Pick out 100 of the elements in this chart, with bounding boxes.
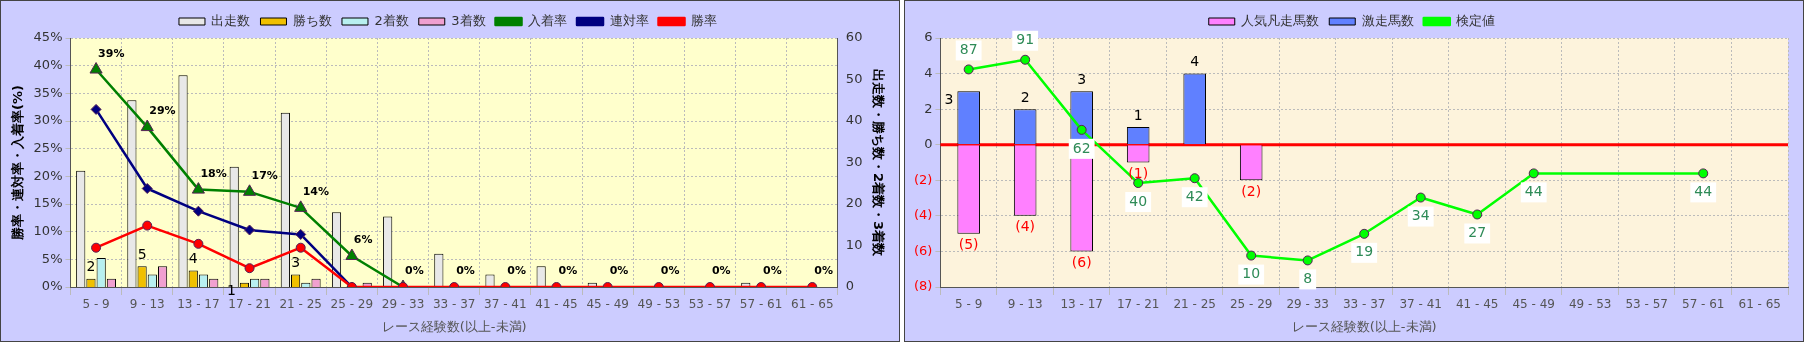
- data-label: 3: [944, 91, 954, 107]
- y-tick-label: 6: [924, 29, 933, 45]
- point: [1076, 124, 1087, 135]
- y-tick-label: 4: [924, 64, 933, 80]
- y-tick-label: (6): [913, 242, 933, 258]
- x-tick-label: 13 - 17: [177, 297, 220, 312]
- point: [1528, 168, 1539, 179]
- x-tick-label: 49 - 53: [1568, 297, 1612, 312]
- legend-label: 激走馬数: [1361, 12, 1414, 28]
- x-tick-label: 33 - 37: [1342, 297, 1386, 312]
- data-label: 10: [1242, 265, 1261, 282]
- data-label: 42: [1185, 187, 1204, 204]
- data-label: 29%: [149, 104, 176, 118]
- point: [1472, 209, 1483, 220]
- y-tick-label: (2): [913, 171, 933, 187]
- data-label: 44: [1694, 183, 1713, 200]
- x-tick-label: 37 - 41: [1399, 297, 1442, 312]
- data-label: 0%: [711, 264, 731, 278]
- x-axis-title: レース経験数(以上-未満): [381, 318, 527, 334]
- data-label: 17%: [251, 169, 278, 183]
- point: [963, 64, 974, 75]
- legend-label: 連対率: [609, 12, 649, 28]
- data-label: 87: [959, 41, 978, 58]
- x-tick-label: 45 - 49: [1512, 297, 1555, 312]
- point: [1302, 255, 1313, 266]
- y2-tick-label: 40: [845, 112, 863, 128]
- x-tick-label: 21 - 25: [279, 297, 322, 312]
- y-tick-label: 2: [924, 100, 933, 116]
- point: [242, 184, 257, 196]
- point: [140, 119, 154, 132]
- data-label: 18%: [200, 166, 227, 180]
- data-label: 4: [188, 250, 198, 267]
- data-label: 14%: [302, 185, 330, 199]
- data-label: 19: [1355, 243, 1374, 260]
- data-label: 1: [1133, 106, 1143, 123]
- x-tick-label: 37 - 41: [484, 297, 527, 312]
- x-tick-label: 29 - 33: [1286, 297, 1329, 312]
- x-tick-label: 29 - 33: [381, 297, 425, 312]
- point: [244, 224, 256, 236]
- point: [1415, 192, 1426, 203]
- point: [141, 183, 153, 195]
- data-label: 40: [1129, 192, 1148, 209]
- x-tick-label: 25 - 29: [1229, 297, 1273, 312]
- point: [1359, 228, 1370, 239]
- y2-tick-label: 50: [845, 70, 863, 86]
- data-label: 62: [1072, 139, 1091, 156]
- data-label: 8: [1303, 270, 1313, 287]
- data-label: 44: [1524, 183, 1543, 200]
- x-tick-label: 13 - 17: [1060, 297, 1103, 312]
- x-tick-label: 57 - 61: [1681, 297, 1725, 312]
- legend-label: 出走数: [211, 12, 251, 28]
- data-label: 0%: [405, 264, 424, 278]
- x-tick-label: 33 - 37: [432, 297, 476, 312]
- x-tick-label: 25 - 29: [330, 297, 374, 312]
- point: [1698, 168, 1709, 179]
- y2-tick-label: 20: [845, 195, 863, 211]
- point: [294, 200, 308, 212]
- y-tick-label: 45%: [33, 29, 63, 45]
- data-label: 0%: [609, 264, 629, 278]
- x-tick-label: 53 - 57: [1625, 297, 1668, 312]
- legend-label: 入着率: [528, 12, 568, 28]
- y2-tick-label: 60: [845, 29, 863, 45]
- point: [91, 242, 102, 253]
- data-label: 2: [86, 258, 96, 275]
- data-label: 3: [291, 254, 301, 271]
- legend-label: 3着数: [451, 12, 486, 28]
- point: [193, 238, 204, 249]
- x-tick-label: 49 - 53: [637, 297, 681, 312]
- legend-label: 勝率: [691, 12, 718, 28]
- legend-label: 検定値: [1456, 12, 1496, 28]
- data-label: 0%: [814, 264, 833, 278]
- data-label: 0%: [456, 264, 475, 278]
- point: [89, 62, 103, 74]
- data-label: (6): [1071, 254, 1092, 271]
- data-label: 0%: [763, 264, 782, 278]
- x-tick-label: 41 - 45: [535, 297, 578, 312]
- data-label: 6%: [353, 233, 373, 247]
- point: [1020, 54, 1031, 65]
- point: [1189, 173, 1200, 184]
- data-label: 34: [1411, 207, 1430, 224]
- data-label: 3: [1077, 71, 1087, 87]
- data-label: 91: [1016, 31, 1035, 48]
- point: [192, 205, 204, 217]
- x-axis-title: レース経験数(以上-未満): [1291, 318, 1437, 334]
- y2-tick-label: 30: [845, 153, 863, 169]
- x-tick-label: 5 - 9: [82, 297, 110, 312]
- data-label: 5: [137, 245, 147, 262]
- y-tick-label: 0: [924, 136, 933, 152]
- data-label: 4: [1190, 53, 1200, 70]
- data-label: 0%: [558, 264, 578, 278]
- point: [142, 220, 153, 231]
- point: [345, 248, 359, 261]
- data-label: (4): [1015, 218, 1036, 235]
- y-tick-label: 20%: [33, 167, 63, 183]
- x-tick-label: 57 - 61: [739, 297, 783, 312]
- data-label: 0%: [507, 264, 527, 278]
- point: [1246, 250, 1257, 261]
- x-tick-label: 17 - 21: [228, 297, 271, 312]
- data-label: 2: [1020, 88, 1030, 105]
- y-tick-label: 40%: [33, 57, 63, 73]
